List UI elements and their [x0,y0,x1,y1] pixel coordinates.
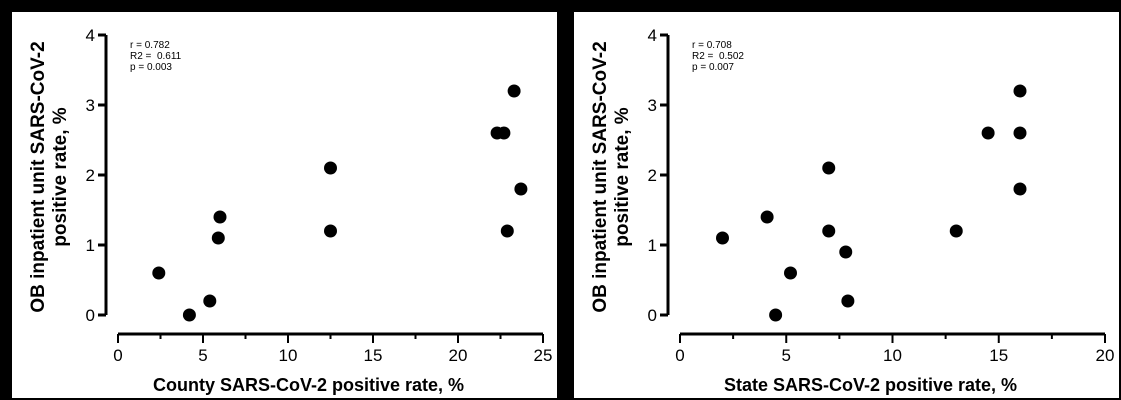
state-data-point [716,232,729,245]
county-scatter-plot: 0 1 2 3 4 0 5 10 15 20 25 [12,12,557,398]
county-stat-p: p = 0.003 [130,62,181,73]
county-data-point [152,267,165,280]
county-x-tick-label: 10 [279,346,298,365]
state-x-axis-label: State SARS-CoV-2 positive rate, % [574,375,1119,396]
state-data-point [982,127,995,140]
county-y-tick-label: 1 [86,236,95,255]
state-stat-p: p = 0.007 [692,62,744,73]
county-stat-r2: R2 = 0.611 [130,51,181,62]
county-data-point [203,295,216,308]
state-x-tick-label: 15 [989,346,1008,365]
state-x-tick-label: 10 [883,346,902,365]
state-y-tick-label: 4 [648,26,657,45]
county-x-tick-label: 25 [534,346,553,365]
state-data-point [950,225,963,238]
county-x-axis-label: County SARS-CoV-2 positive rate, % [12,375,557,396]
county-y-tick-label: 3 [86,96,95,115]
state-data-point [841,295,854,308]
county-y-axis-label-wrap: OB inpatient unit SARS-CoV-2 positive ra… [12,12,82,398]
state-data-point [839,246,852,259]
county-x-tick-label: 0 [113,346,122,365]
county-y-tick-label: 4 [86,26,95,45]
county-y-axis-label-line-2: positive rate, % [50,41,72,312]
state-data-point [1014,127,1027,140]
county-data-point [508,85,521,98]
state-y-tick-label: 0 [648,306,657,325]
county-data-point [501,225,514,238]
state-y-tick-label: 3 [648,96,657,115]
state-y-axis-label-line-1: OB inpatient unit SARS-CoV-2 [590,41,612,312]
county-data-point [324,162,337,175]
state-y-tick-label: 2 [648,166,657,185]
state-y-axis-label-line-2: positive rate, % [612,41,634,312]
county-data-point [183,309,196,322]
county-data-point [514,183,527,196]
county-data-point [214,211,227,224]
county-data-point [212,232,225,245]
state-data-point [784,267,797,280]
state-scatter-plot: 0 1 2 3 4 0 5 10 15 20 [574,12,1119,398]
state-y-axis-label-wrap: OB inpatient unit SARS-CoV-2 positive ra… [574,12,644,398]
county-chart-panel: 0 1 2 3 4 0 5 10 15 20 25 OB inpatient unit SARS-C… [12,12,557,398]
state-data-point [822,225,835,238]
state-data-point [822,162,835,175]
state-y-tick-label: 1 [648,236,657,255]
state-data-point [769,309,782,322]
state-data-point [1014,85,1027,98]
county-y-tick-label: 2 [86,166,95,185]
county-data-point [497,127,510,140]
state-x-tick-label: 0 [675,346,684,365]
county-y-tick-label: 0 [86,306,95,325]
county-y-axis-label: OB inpatient unit SARS-CoV-2 positive ra… [28,41,72,312]
county-x-tick-label: 20 [449,346,468,365]
county-y-axis-label-line-1: OB inpatient unit SARS-CoV-2 [28,41,50,312]
county-x-tick-label: 15 [364,346,383,365]
state-chart-panel: 0 1 2 3 4 0 5 10 15 20 OB inpatient unit SARS-CoV… [574,12,1119,398]
state-y-axis-label: OB inpatient unit SARS-CoV-2 positive ra… [590,41,634,312]
county-stats-annotation: r = 0.782 R2 = 0.611 p = 0.003 [130,40,181,73]
county-x-tick-label: 5 [198,346,207,365]
state-x-tick-label: 5 [782,346,791,365]
state-stats-annotation: r = 0.708 R2 = 0.502 p = 0.007 [692,40,744,73]
state-data-point [1014,183,1027,196]
state-stat-r2: R2 = 0.502 [692,51,744,62]
county-data-point [324,225,337,238]
state-stat-r: r = 0.708 [692,40,744,51]
county-stat-r: r = 0.782 [130,40,181,51]
state-data-point [761,211,774,224]
state-x-tick-label: 20 [1096,346,1115,365]
